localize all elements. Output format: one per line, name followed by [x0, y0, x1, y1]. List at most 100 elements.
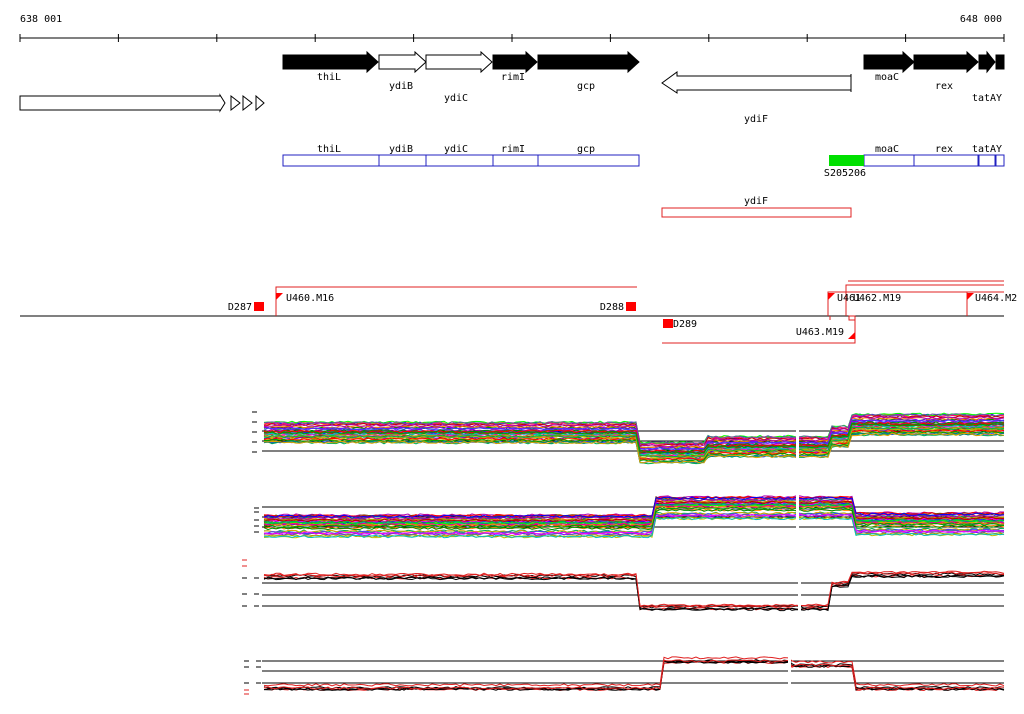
expression-trace [263, 508, 1005, 531]
unit-U460 [275, 286, 637, 316]
expression-trace [263, 506, 1005, 529]
gene-tri-3[interactable] [255, 94, 265, 112]
segment-box[interactable] [829, 155, 864, 166]
annotation-box-ydiC[interactable] [425, 154, 494, 167]
gene-label-ydiB: ydiB [389, 81, 413, 92]
marker-D289[interactable] [663, 319, 673, 328]
gene-label-moaC: moaC [875, 72, 899, 83]
gene-ydiF[interactable] [661, 71, 852, 94]
marker-U464.M2[interactable] [967, 293, 974, 300]
expression-trace [263, 414, 1005, 447]
segment-label: S205206 [824, 168, 866, 179]
gene-rex[interactable] [913, 50, 979, 74]
annotation-label-ydiB: ydiB [389, 144, 413, 155]
expression-trace [263, 511, 1005, 534]
expression-trace [263, 502, 1005, 525]
annotation-label-ydiC: ydiC [444, 144, 468, 155]
expression-trace [263, 415, 1005, 448]
annotation-box-moaC[interactable] [863, 154, 915, 167]
gene-thiL[interactable] [282, 50, 379, 74]
expression-trace [263, 426, 1005, 459]
annotation-label-rex: rex [935, 144, 953, 155]
unit-U461 [827, 291, 967, 316]
annotation-label-thiL: thiL [317, 144, 341, 155]
gene-rimI[interactable] [492, 50, 538, 74]
expression-trace [263, 656, 1005, 687]
expression-trace [263, 516, 1005, 539]
unit-U462 [845, 284, 1004, 316]
gene-tatAY-a[interactable] [978, 50, 996, 74]
expression-trace [263, 513, 1005, 535]
expression-trace [264, 430, 1005, 463]
marker-D287[interactable] [254, 302, 264, 311]
expression-trace [263, 515, 1005, 538]
expression-trace [263, 574, 1005, 611]
gene-label-gcp: gcp [577, 81, 595, 92]
marker-label-U464.M2: U464.M2 [975, 293, 1017, 304]
marker-U460.M16[interactable] [276, 293, 283, 300]
annotation-label-gcp: gcp [577, 144, 595, 155]
annotation-box-gcp[interactable] [537, 154, 640, 167]
annotation-box-rex[interactable] [913, 154, 979, 167]
expression-trace [263, 496, 1005, 518]
gene-tri-2[interactable] [242, 94, 253, 112]
marker-label-U463.M19: U463.M19 [796, 327, 844, 338]
expression-trace [263, 659, 1005, 690]
gene-tri-1[interactable] [230, 94, 241, 112]
gene-label-rex: rex [935, 81, 953, 92]
gene-label-tatAY: tatAY [972, 93, 1002, 104]
gene-unnamed-1[interactable] [19, 93, 226, 113]
antisense-track: ydiF [661, 196, 852, 218]
genes-track: thiL ydiB ydiC rimI gcp ydiF moaC rex ta… [19, 50, 1005, 125]
gene-moaC[interactable] [863, 50, 915, 74]
expression-trace [263, 413, 1005, 445]
expression-trace [263, 418, 1005, 451]
coordinate-ruler: 638 001 648 000 [19, 14, 1005, 42]
antisense-label-ydiF: ydiF [744, 196, 768, 207]
gene-label-rimI: rimI [501, 72, 525, 83]
annotation-box-ydiB[interactable] [378, 154, 427, 167]
gene-label-thiL: thiL [317, 72, 341, 83]
annotation-label-tatAY: tatAY [972, 144, 1002, 155]
unit-U464 [966, 291, 1004, 316]
marker-label-U460.M16: U460.M16 [286, 293, 334, 304]
expression-panel-2 [254, 486, 1005, 566]
ruler-end-label: 648 000 [960, 14, 1002, 25]
expression-trace [263, 419, 1005, 451]
unit-U463 [662, 318, 856, 344]
marker-label-D289: D289 [673, 319, 697, 330]
expression-trace [263, 574, 1005, 612]
expression-trace [263, 660, 1005, 691]
expression-trace [263, 570, 1005, 608]
ruler-start-label: 638 001 [20, 14, 62, 25]
annotation-label-rimI: rimI [501, 144, 525, 155]
gene-ydiC[interactable] [425, 50, 493, 74]
annotation-track: thiL ydiB ydiC rimI gcp moaC rex tatAY S… [282, 144, 1005, 179]
expression-trace [263, 500, 1005, 522]
expression-trace [263, 432, 1005, 464]
expression-panel-3 [242, 536, 1005, 616]
transcription-units-track: D287 U460.M16 D288 D289 U461 U462.M19 U4… [20, 280, 1017, 344]
marker-U461[interactable] [828, 293, 835, 300]
gene-ydiB[interactable] [378, 50, 427, 74]
marker-U463.M19[interactable] [848, 332, 855, 339]
annotation-box-tatAY-b[interactable] [995, 154, 1005, 167]
marker-label-D288: D288 [600, 302, 624, 313]
annotation-box-tatAY[interactable] [978, 154, 996, 167]
expression-trace [263, 495, 1005, 518]
antisense-box-ydiF[interactable] [661, 207, 852, 218]
marker-label-U462.M19: U462.M19 [853, 293, 901, 304]
expression-trace [263, 422, 1005, 455]
gene-label-ydiF: ydiF [744, 114, 768, 125]
gene-tatAY-b[interactable] [995, 54, 1005, 70]
expression-trace [263, 660, 1005, 692]
marker-label-D287: D287 [228, 302, 252, 313]
marker-D288[interactable] [626, 302, 636, 311]
annotation-label-moaC: moaC [875, 144, 899, 155]
expression-trace [263, 417, 1005, 449]
expression-panel-1 [252, 392, 1005, 472]
annotation-box-rimI[interactable] [492, 154, 539, 167]
marker-label-U461: U461 [837, 293, 861, 304]
annotation-box-thiL[interactable] [282, 154, 380, 167]
gene-gcp[interactable] [537, 50, 640, 74]
